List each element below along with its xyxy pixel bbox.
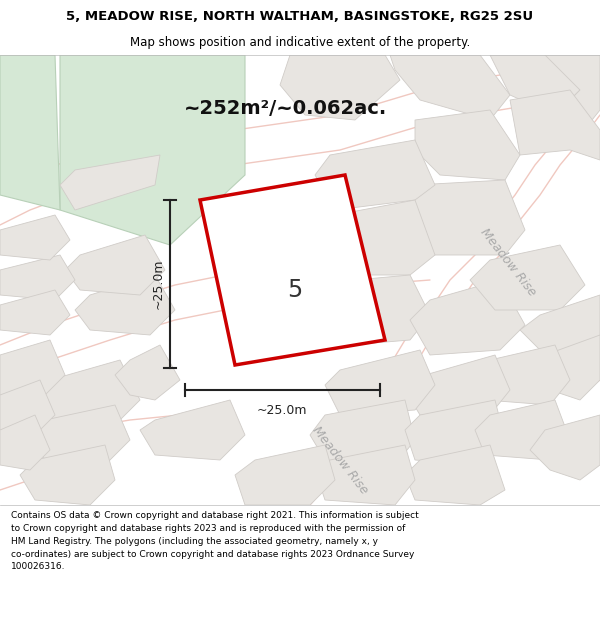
Polygon shape	[530, 335, 600, 400]
Polygon shape	[235, 445, 335, 505]
Polygon shape	[325, 350, 435, 415]
Polygon shape	[470, 345, 570, 405]
Polygon shape	[405, 180, 525, 255]
Polygon shape	[35, 360, 140, 425]
Text: ~252m²/~0.062ac.: ~252m²/~0.062ac.	[184, 99, 386, 118]
Polygon shape	[315, 445, 415, 505]
Text: ~25.0m: ~25.0m	[257, 404, 307, 416]
Polygon shape	[0, 340, 65, 400]
Polygon shape	[0, 380, 55, 435]
Polygon shape	[390, 55, 510, 120]
Polygon shape	[530, 415, 600, 480]
Polygon shape	[415, 110, 520, 180]
Polygon shape	[20, 445, 115, 505]
Polygon shape	[200, 175, 385, 365]
Text: Meadow Rise: Meadow Rise	[310, 424, 370, 496]
Text: Contains OS data © Crown copyright and database right 2021. This information is : Contains OS data © Crown copyright and d…	[11, 511, 419, 571]
Text: 5: 5	[287, 278, 302, 302]
Polygon shape	[545, 55, 600, 135]
Polygon shape	[490, 55, 580, 115]
Polygon shape	[0, 255, 75, 300]
Polygon shape	[0, 215, 70, 260]
Polygon shape	[280, 55, 400, 120]
Polygon shape	[30, 405, 130, 465]
Polygon shape	[405, 400, 505, 465]
Polygon shape	[330, 275, 430, 345]
Text: ~25.0m: ~25.0m	[151, 259, 164, 309]
Polygon shape	[405, 445, 505, 505]
Polygon shape	[115, 345, 180, 400]
Polygon shape	[410, 280, 525, 355]
Polygon shape	[310, 400, 415, 465]
Polygon shape	[475, 400, 570, 460]
Polygon shape	[60, 55, 245, 245]
Polygon shape	[520, 295, 600, 360]
Polygon shape	[65, 235, 165, 295]
Polygon shape	[405, 355, 510, 415]
Polygon shape	[75, 275, 175, 335]
Text: Map shows position and indicative extent of the property.: Map shows position and indicative extent…	[130, 36, 470, 49]
Polygon shape	[0, 290, 70, 335]
Polygon shape	[0, 55, 60, 210]
Polygon shape	[315, 140, 435, 210]
Polygon shape	[60, 155, 160, 210]
Polygon shape	[315, 200, 435, 275]
Text: Meadow Rise: Meadow Rise	[478, 226, 538, 298]
Polygon shape	[470, 245, 585, 310]
Polygon shape	[140, 400, 245, 460]
Polygon shape	[510, 90, 600, 160]
Polygon shape	[0, 415, 50, 470]
Text: 5, MEADOW RISE, NORTH WALTHAM, BASINGSTOKE, RG25 2SU: 5, MEADOW RISE, NORTH WALTHAM, BASINGSTO…	[67, 10, 533, 23]
